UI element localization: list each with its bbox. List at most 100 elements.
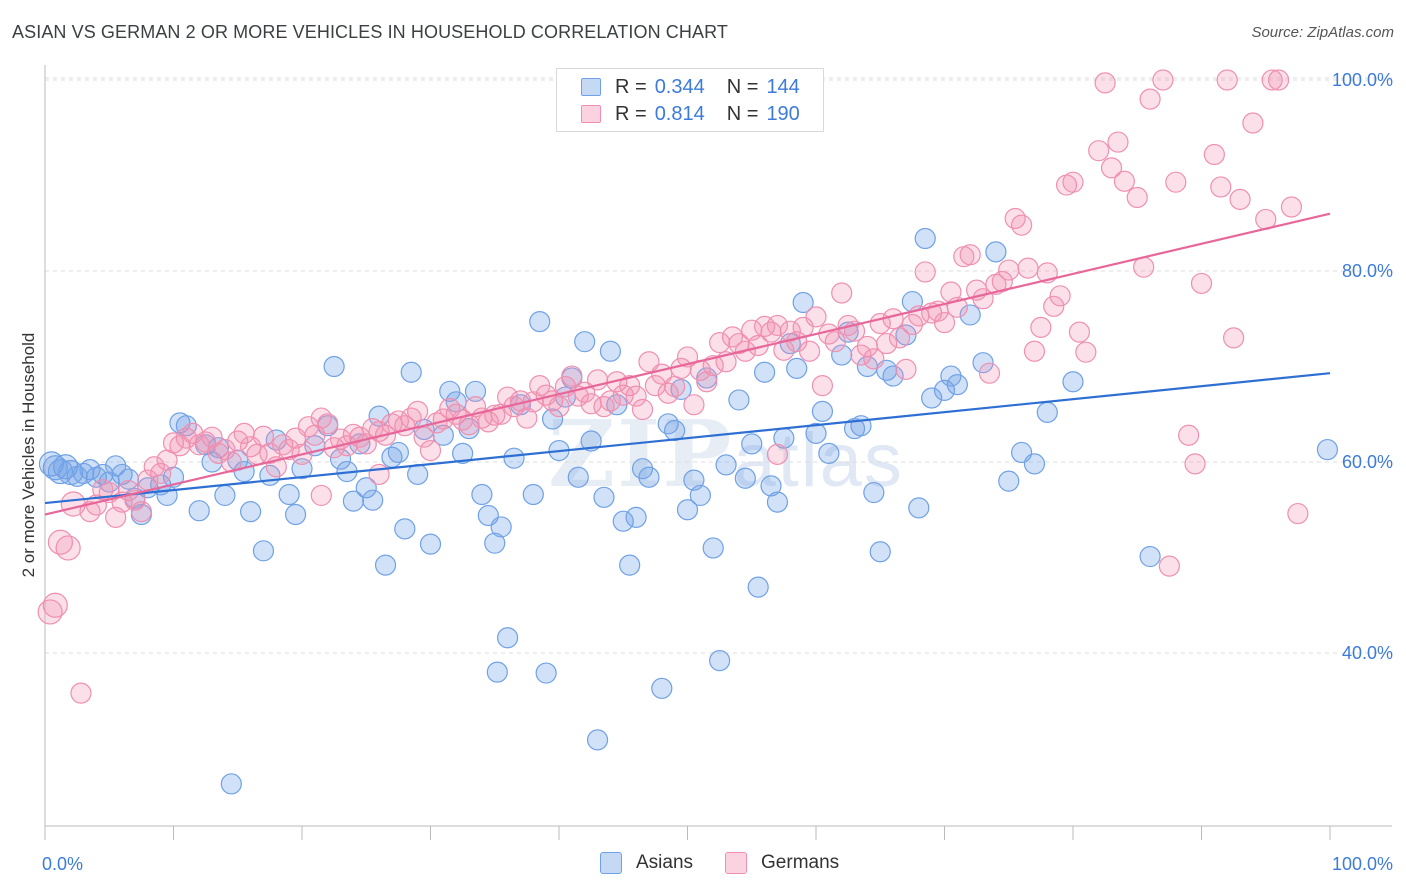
series-legend-germans[interactable]: Germans bbox=[725, 852, 839, 874]
data-point bbox=[895, 358, 917, 380]
watermark: ZIPatlas bbox=[548, 400, 904, 508]
data-point bbox=[1316, 438, 1339, 461]
y-tick-label: 100.0% bbox=[1332, 70, 1393, 90]
data-point bbox=[766, 443, 789, 465]
data-point bbox=[497, 627, 519, 649]
data-point bbox=[1223, 327, 1245, 349]
trend-line bbox=[44, 212, 1331, 516]
data-point bbox=[400, 361, 422, 383]
data-point bbox=[908, 497, 930, 519]
data-point bbox=[972, 352, 994, 374]
data-point bbox=[676, 499, 699, 521]
data-point bbox=[477, 411, 499, 433]
legend-row-germans: R = 0.814 N = 190 bbox=[581, 101, 800, 127]
tick-labels: 100.0% 80.0% 60.0% 40.0% 0.0% 100.0% 2 or more… bbox=[19, 70, 1393, 874]
data-point bbox=[486, 661, 508, 683]
data-point bbox=[214, 484, 236, 507]
data-point bbox=[355, 477, 377, 499]
series-legend-asians[interactable]: Asians bbox=[600, 852, 693, 874]
legend-r-value: 0.344 bbox=[654, 75, 705, 98]
data-point bbox=[946, 374, 968, 396]
chart-source: Source: ZipAtlas.com bbox=[1251, 24, 1394, 41]
data-point bbox=[284, 503, 307, 526]
data-point bbox=[683, 394, 705, 416]
correlation-legend: R = 0.344 N = 144 R = 0.814 N = 190 bbox=[556, 68, 824, 132]
data-point bbox=[657, 413, 679, 435]
data-point bbox=[824, 331, 846, 353]
series-label-germans: Germans bbox=[761, 852, 840, 873]
data-point bbox=[1010, 214, 1033, 236]
data-point bbox=[1023, 340, 1046, 362]
data-point bbox=[709, 650, 731, 672]
trend-lines bbox=[44, 212, 1331, 516]
data-point bbox=[599, 390, 622, 412]
data-point bbox=[741, 433, 763, 455]
chart-title: ASIAN VS GERMAN 2 OR MORE VEHICLES IN HO… bbox=[12, 22, 728, 42]
legend-r-label: R = bbox=[615, 102, 647, 125]
data-point bbox=[715, 454, 737, 476]
data-point bbox=[47, 458, 74, 485]
data-point bbox=[657, 382, 679, 404]
data-point bbox=[728, 389, 750, 411]
data-point bbox=[1190, 272, 1213, 295]
data-point bbox=[1165, 171, 1187, 193]
legend-n-label: N = bbox=[726, 75, 759, 98]
data-point bbox=[959, 244, 981, 266]
data-point bbox=[593, 396, 615, 418]
data-point bbox=[413, 426, 435, 448]
data-point bbox=[882, 308, 904, 330]
data-point bbox=[933, 311, 956, 334]
y-tick-label: 80.0% bbox=[1342, 261, 1393, 281]
data-point bbox=[721, 326, 744, 348]
data-point bbox=[484, 532, 506, 554]
germans-points bbox=[37, 69, 1309, 704]
data-point bbox=[207, 442, 230, 465]
data-point bbox=[914, 227, 936, 250]
data-point bbox=[117, 468, 140, 490]
series-legend: Asians Germans bbox=[600, 852, 871, 874]
data-point bbox=[374, 554, 397, 576]
data-point bbox=[1062, 371, 1084, 393]
data-point bbox=[1062, 171, 1084, 193]
data-point bbox=[978, 362, 1001, 384]
data-point bbox=[651, 677, 673, 699]
data-point bbox=[805, 422, 827, 444]
data-point bbox=[766, 314, 789, 337]
data-point bbox=[1184, 453, 1206, 475]
data-point bbox=[876, 332, 898, 355]
data-point bbox=[625, 385, 647, 407]
data-point bbox=[278, 438, 300, 461]
data-point bbox=[709, 332, 731, 354]
data-point bbox=[323, 355, 345, 378]
data-point bbox=[522, 483, 544, 506]
data-point bbox=[818, 442, 840, 465]
data-point bbox=[214, 438, 236, 461]
data-point bbox=[72, 462, 95, 485]
data-point bbox=[850, 415, 872, 437]
y-tick-label: 40.0% bbox=[1342, 643, 1393, 663]
series-label-asians: Asians bbox=[636, 852, 694, 873]
data-point bbox=[773, 339, 795, 361]
data-point bbox=[1152, 69, 1174, 91]
data-point bbox=[1094, 72, 1116, 94]
data-point bbox=[1158, 555, 1180, 577]
data-point bbox=[888, 327, 911, 349]
data-point bbox=[664, 375, 686, 398]
watermark-part1: ZIP bbox=[548, 400, 734, 508]
data-point bbox=[1126, 186, 1148, 209]
data-point bbox=[143, 456, 165, 478]
data-point bbox=[548, 396, 570, 418]
data-point bbox=[1216, 69, 1238, 91]
data-point bbox=[831, 282, 853, 304]
data-point bbox=[1017, 257, 1039, 279]
data-point bbox=[1075, 341, 1097, 363]
data-point bbox=[1030, 316, 1052, 338]
data-point bbox=[940, 365, 962, 387]
data-point bbox=[535, 662, 557, 684]
data-point bbox=[188, 500, 210, 522]
data-point bbox=[1139, 88, 1161, 110]
legend-n-label: N = bbox=[726, 102, 759, 125]
data-point bbox=[387, 441, 409, 464]
legend-n-value: 190 bbox=[766, 102, 800, 125]
